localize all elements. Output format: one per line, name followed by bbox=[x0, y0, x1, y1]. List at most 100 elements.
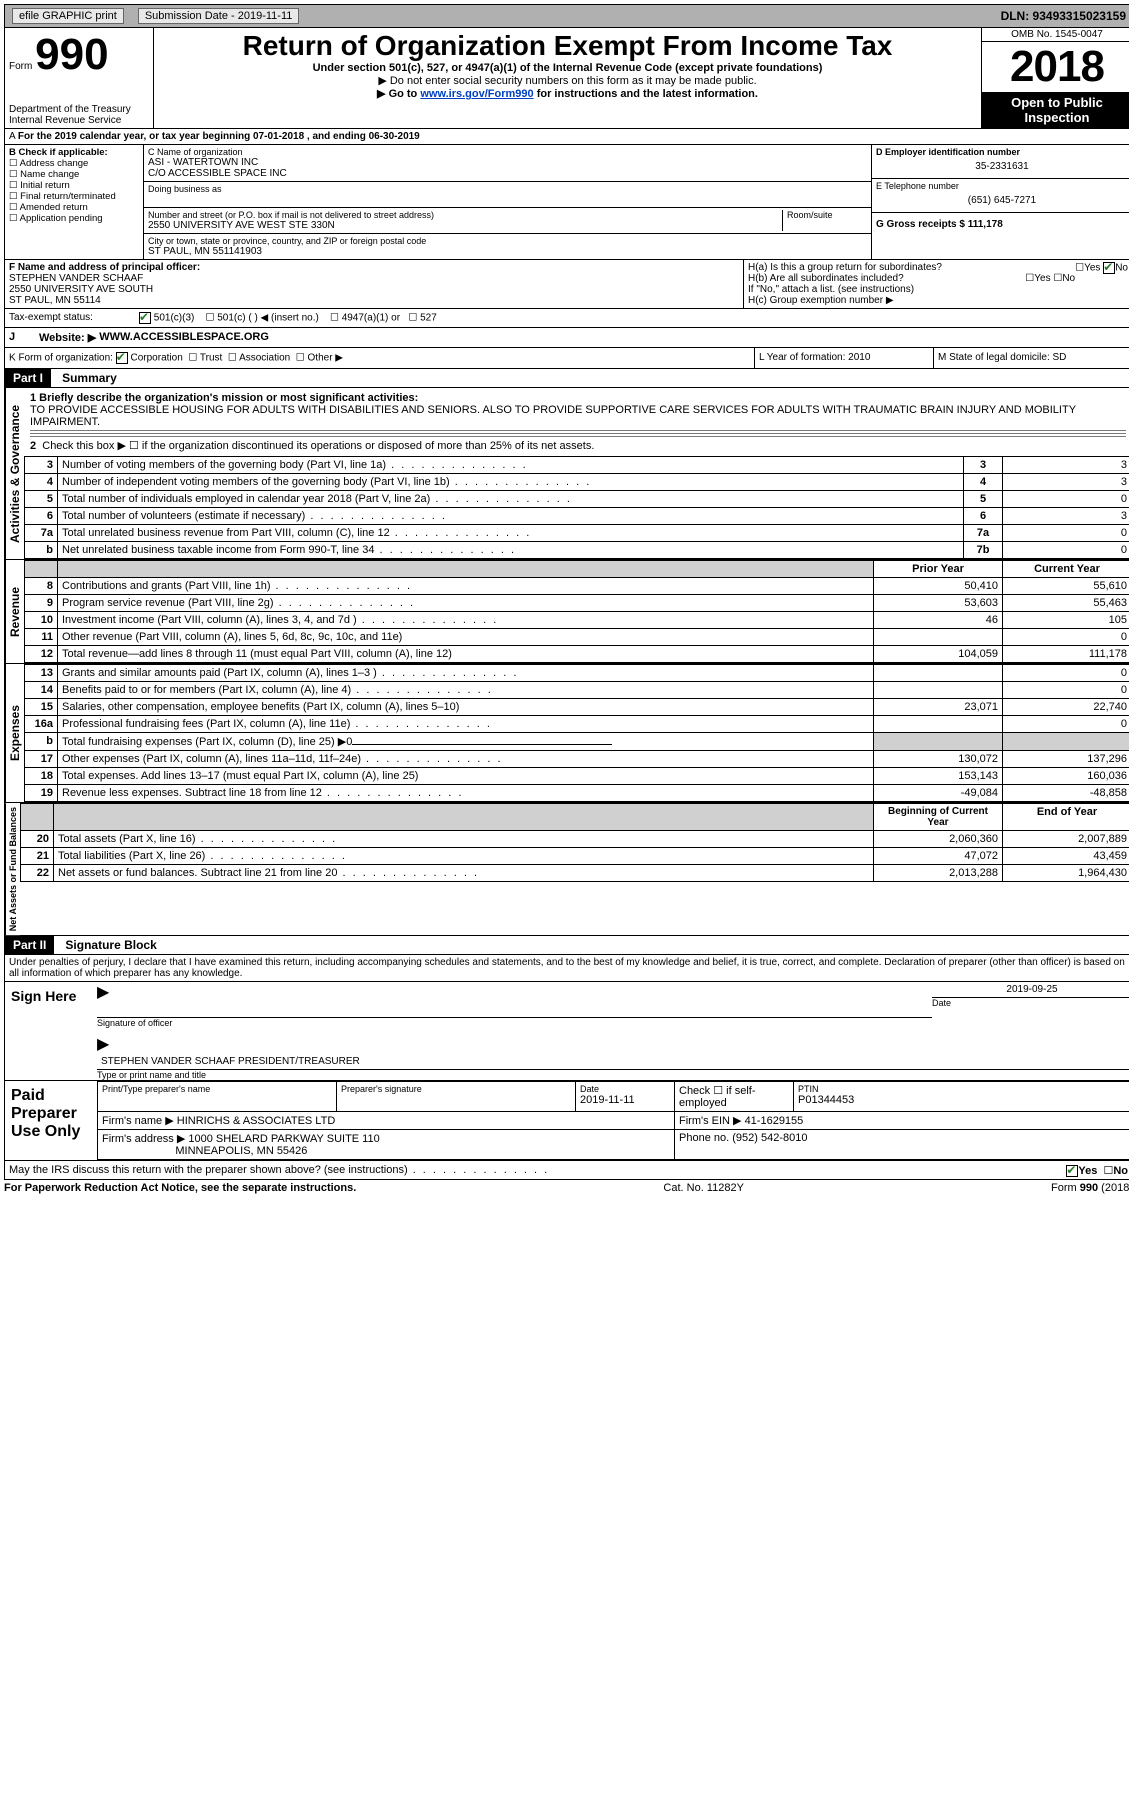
open-public: Open to Public Inspection bbox=[982, 92, 1129, 128]
org-name-2: C/O ACCESSIBLE SPACE INC bbox=[148, 168, 867, 179]
h-a: H(a) Is this a group return for subordin… bbox=[748, 262, 1128, 273]
part2-label: Part II bbox=[5, 936, 54, 954]
table-row: 19Revenue less expenses. Subtract line 1… bbox=[25, 785, 1129, 802]
website-value: WWW.ACCESSIBLESPACE.ORG bbox=[99, 331, 269, 344]
officer-addr1: 2550 UNIVERSITY AVE SOUTH bbox=[9, 284, 739, 295]
ein-label: D Employer identification number bbox=[876, 147, 1128, 157]
revenue-table: Prior YearCurrent Year 8Contributions an… bbox=[24, 560, 1129, 663]
form990-link[interactable]: www.irs.gov/Form990 bbox=[420, 88, 533, 100]
table-row: 6Total number of volunteers (estimate if… bbox=[25, 508, 1129, 525]
efile-btn[interactable]: efile GRAPHIC print bbox=[12, 8, 124, 24]
form-word: Form bbox=[9, 61, 32, 72]
discuss-row: May the IRS discuss this return with the… bbox=[4, 1161, 1129, 1180]
goto-post: for instructions and the latest informat… bbox=[534, 88, 758, 100]
table-row: Print/Type preparer's name Preparer's si… bbox=[98, 1082, 1129, 1112]
table-row: 21Total liabilities (Part X, line 26)47,… bbox=[21, 848, 1129, 865]
org-name-1: ASI - WATERTOWN INC bbox=[148, 157, 867, 168]
sig-date-label: Date bbox=[932, 998, 1129, 1008]
officer-h-block: F Name and address of principal officer:… bbox=[4, 260, 1129, 309]
table-row: 14Benefits paid to or for members (Part … bbox=[25, 682, 1129, 699]
side-governance: Activities & Governance bbox=[5, 388, 24, 559]
governance-section: Activities & Governance 1 Briefly descri… bbox=[4, 388, 1129, 560]
part2-title: Signature Block bbox=[57, 938, 156, 952]
discuss-yes[interactable] bbox=[1066, 1165, 1078, 1177]
table-row: 20Total assets (Part X, line 16)2,060,36… bbox=[21, 831, 1129, 848]
chk-amended[interactable]: ☐ Amended return bbox=[9, 202, 139, 213]
signer-name-label: Type or print name and title bbox=[97, 1070, 1129, 1080]
table-row: 17Other expenses (Part IX, column (A), l… bbox=[25, 751, 1129, 768]
part1-title: Summary bbox=[54, 371, 117, 385]
form-title: Return of Organization Exempt From Incom… bbox=[160, 30, 975, 62]
omb-label: OMB No. 1545-0047 bbox=[982, 28, 1129, 42]
side-expenses: Expenses bbox=[5, 664, 24, 802]
chk-initial[interactable]: ☐ Initial return bbox=[9, 180, 139, 191]
city-state-zip: ST PAUL, MN 551141903 bbox=[148, 246, 867, 257]
sig-date: 2019-09-25 bbox=[932, 982, 1129, 998]
tax-status-row: Tax-exempt status: 501(c)(3) ☐ 501(c) ( … bbox=[4, 309, 1129, 328]
expenses-table: 13Grants and similar amounts paid (Part … bbox=[24, 664, 1129, 802]
chk-corp[interactable] bbox=[116, 352, 128, 364]
room-label: Room/suite bbox=[787, 210, 867, 220]
table-row: Prior YearCurrent Year bbox=[25, 561, 1129, 578]
table-row: 11Other revenue (Part VIII, column (A), … bbox=[25, 629, 1129, 646]
top-bar: efile GRAPHIC print Submission Date - 20… bbox=[4, 4, 1129, 28]
subtitle-2: ▶ Do not enter social security numbers o… bbox=[160, 74, 975, 87]
submission-date-btn[interactable]: Submission Date - 2019-11-11 bbox=[138, 8, 300, 24]
table-row: 10Investment income (Part VIII, column (… bbox=[25, 612, 1129, 629]
tax-period: A For the 2019 calendar year, or tax yea… bbox=[4, 129, 1129, 145]
website-row: J Website: ▶ WWW.ACCESSIBLESPACE.ORG bbox=[4, 328, 1129, 348]
table-row: 9Program service revenue (Part VIII, lin… bbox=[25, 595, 1129, 612]
tax-year: 2018 bbox=[982, 42, 1129, 92]
subtitle-1: Under section 501(c), 527, or 4947(a)(1)… bbox=[160, 62, 975, 74]
chk-501c3[interactable] bbox=[139, 312, 151, 324]
chk-name[interactable]: ☐ Name change bbox=[9, 169, 139, 180]
side-netassets: Net Assets or Fund Balances bbox=[5, 803, 20, 935]
irs-label: Internal Revenue Service bbox=[9, 115, 149, 126]
ha-no-check[interactable] bbox=[1103, 262, 1115, 274]
table-row: bTotal fundraising expenses (Part IX, co… bbox=[25, 733, 1129, 751]
form-k-label: K Form of organization: bbox=[9, 353, 113, 364]
h-c: H(c) Group exemption number ▶ bbox=[748, 295, 1128, 306]
form-number: 990 bbox=[35, 30, 108, 79]
h-b: H(b) Are all subordinates included? ☐Yes… bbox=[748, 273, 1128, 284]
box-l: L Year of formation: 2010 bbox=[754, 348, 933, 368]
table-row: 16aProfessional fundraising fees (Part I… bbox=[25, 716, 1129, 733]
phone-value: (651) 645-7271 bbox=[876, 191, 1128, 210]
footer-mid: Cat. No. 11282Y bbox=[663, 1182, 744, 1194]
table-row: 4Number of independent voting members of… bbox=[25, 474, 1129, 491]
table-row: Firm's address ▶ 1000 SHELARD PARKWAY SU… bbox=[98, 1130, 1129, 1160]
mission-q: 1 Briefly describe the organization's mi… bbox=[30, 392, 1126, 404]
signer-name: STEPHEN VANDER SCHAAF PRESIDENT/TREASURE… bbox=[97, 1054, 1129, 1070]
ein-value: 35-2331631 bbox=[876, 157, 1128, 176]
side-revenue: Revenue bbox=[5, 560, 24, 663]
table-row: 22Net assets or fund balances. Subtract … bbox=[21, 865, 1129, 882]
table-row: 3Number of voting members of the governi… bbox=[25, 457, 1129, 474]
officer-addr2: ST PAUL, MN 55114 bbox=[9, 295, 739, 306]
sign-here-label: Sign Here bbox=[5, 982, 97, 1080]
netassets-section: Net Assets or Fund Balances Beginning of… bbox=[4, 803, 1129, 936]
line2-text: 2 Check this box ▶ ☐ if the organization… bbox=[30, 439, 1126, 452]
goto-pre: ▶ Go to bbox=[377, 88, 420, 100]
box-m: M State of legal domicile: SD bbox=[933, 348, 1129, 368]
city-label: City or town, state or province, country… bbox=[148, 236, 867, 246]
dba-label: Doing business as bbox=[148, 184, 867, 194]
chk-address[interactable]: ☐ Address change bbox=[9, 158, 139, 169]
box-b-label: B Check if applicable: bbox=[9, 147, 139, 158]
footer-right: Form 990 (2018) bbox=[1051, 1182, 1129, 1194]
table-row: 5Total number of individuals employed in… bbox=[25, 491, 1129, 508]
paid-preparer-block: Paid Preparer Use Only Print/Type prepar… bbox=[4, 1081, 1129, 1161]
street-address: 2550 UNIVERSITY AVE WEST STE 330N bbox=[148, 220, 782, 231]
dept-label: Department of the Treasury bbox=[9, 104, 149, 115]
name-label: C Name of organization bbox=[148, 147, 867, 157]
table-row: 13Grants and similar amounts paid (Part … bbox=[25, 665, 1129, 682]
sig-officer-label: Signature of officer bbox=[97, 1018, 932, 1028]
governance-table: 3Number of voting members of the governi… bbox=[24, 456, 1129, 559]
table-row: 15Salaries, other compensation, employee… bbox=[25, 699, 1129, 716]
chk-final[interactable]: ☐ Final return/terminated bbox=[9, 191, 139, 202]
mission-text: TO PROVIDE ACCESSIBLE HOUSING FOR ADULTS… bbox=[30, 404, 1126, 428]
table-row: 8Contributions and grants (Part VIII, li… bbox=[25, 578, 1129, 595]
gross-receipts: G Gross receipts $ 111,178 bbox=[872, 213, 1129, 236]
table-row: Firm's name ▶ HINRICHS & ASSOCIATES LTD … bbox=[98, 1112, 1129, 1130]
chk-pending[interactable]: ☐ Application pending bbox=[9, 213, 139, 224]
footer-row: For Paperwork Reduction Act Notice, see … bbox=[4, 1180, 1129, 1196]
